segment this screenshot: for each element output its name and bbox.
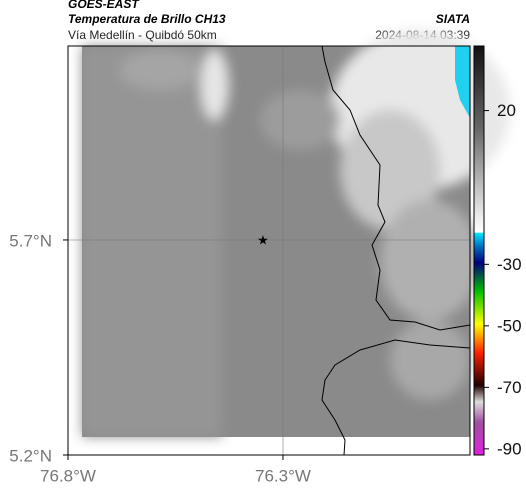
colorbar-tick-label: -50 bbox=[497, 316, 522, 335]
x-tick-label: 76.8°W bbox=[40, 466, 96, 485]
y-tick-label: 5.7°N bbox=[9, 231, 52, 250]
x-tick-label: 76.3°W bbox=[255, 466, 311, 485]
colorbar-tick-label: 20 bbox=[497, 101, 516, 120]
y-tick-label: 5.2°N bbox=[9, 446, 52, 465]
map-frame bbox=[67, 45, 471, 456]
imagery: ★ bbox=[68, 30, 510, 456]
product: Temperatura de Brillo CH13 bbox=[68, 12, 226, 26]
colorbar-tick-label: -70 bbox=[497, 378, 522, 397]
source: GOES-EAST bbox=[68, 0, 140, 11]
colorbar bbox=[473, 45, 485, 456]
colorbar-tick-label: -30 bbox=[497, 255, 522, 274]
location-star: ★ bbox=[257, 232, 269, 247]
org: SIATA bbox=[436, 12, 470, 26]
route: Vía Medellín - Quibdó 50km bbox=[68, 28, 217, 42]
colorbar-tick-label: -90 bbox=[497, 439, 522, 458]
